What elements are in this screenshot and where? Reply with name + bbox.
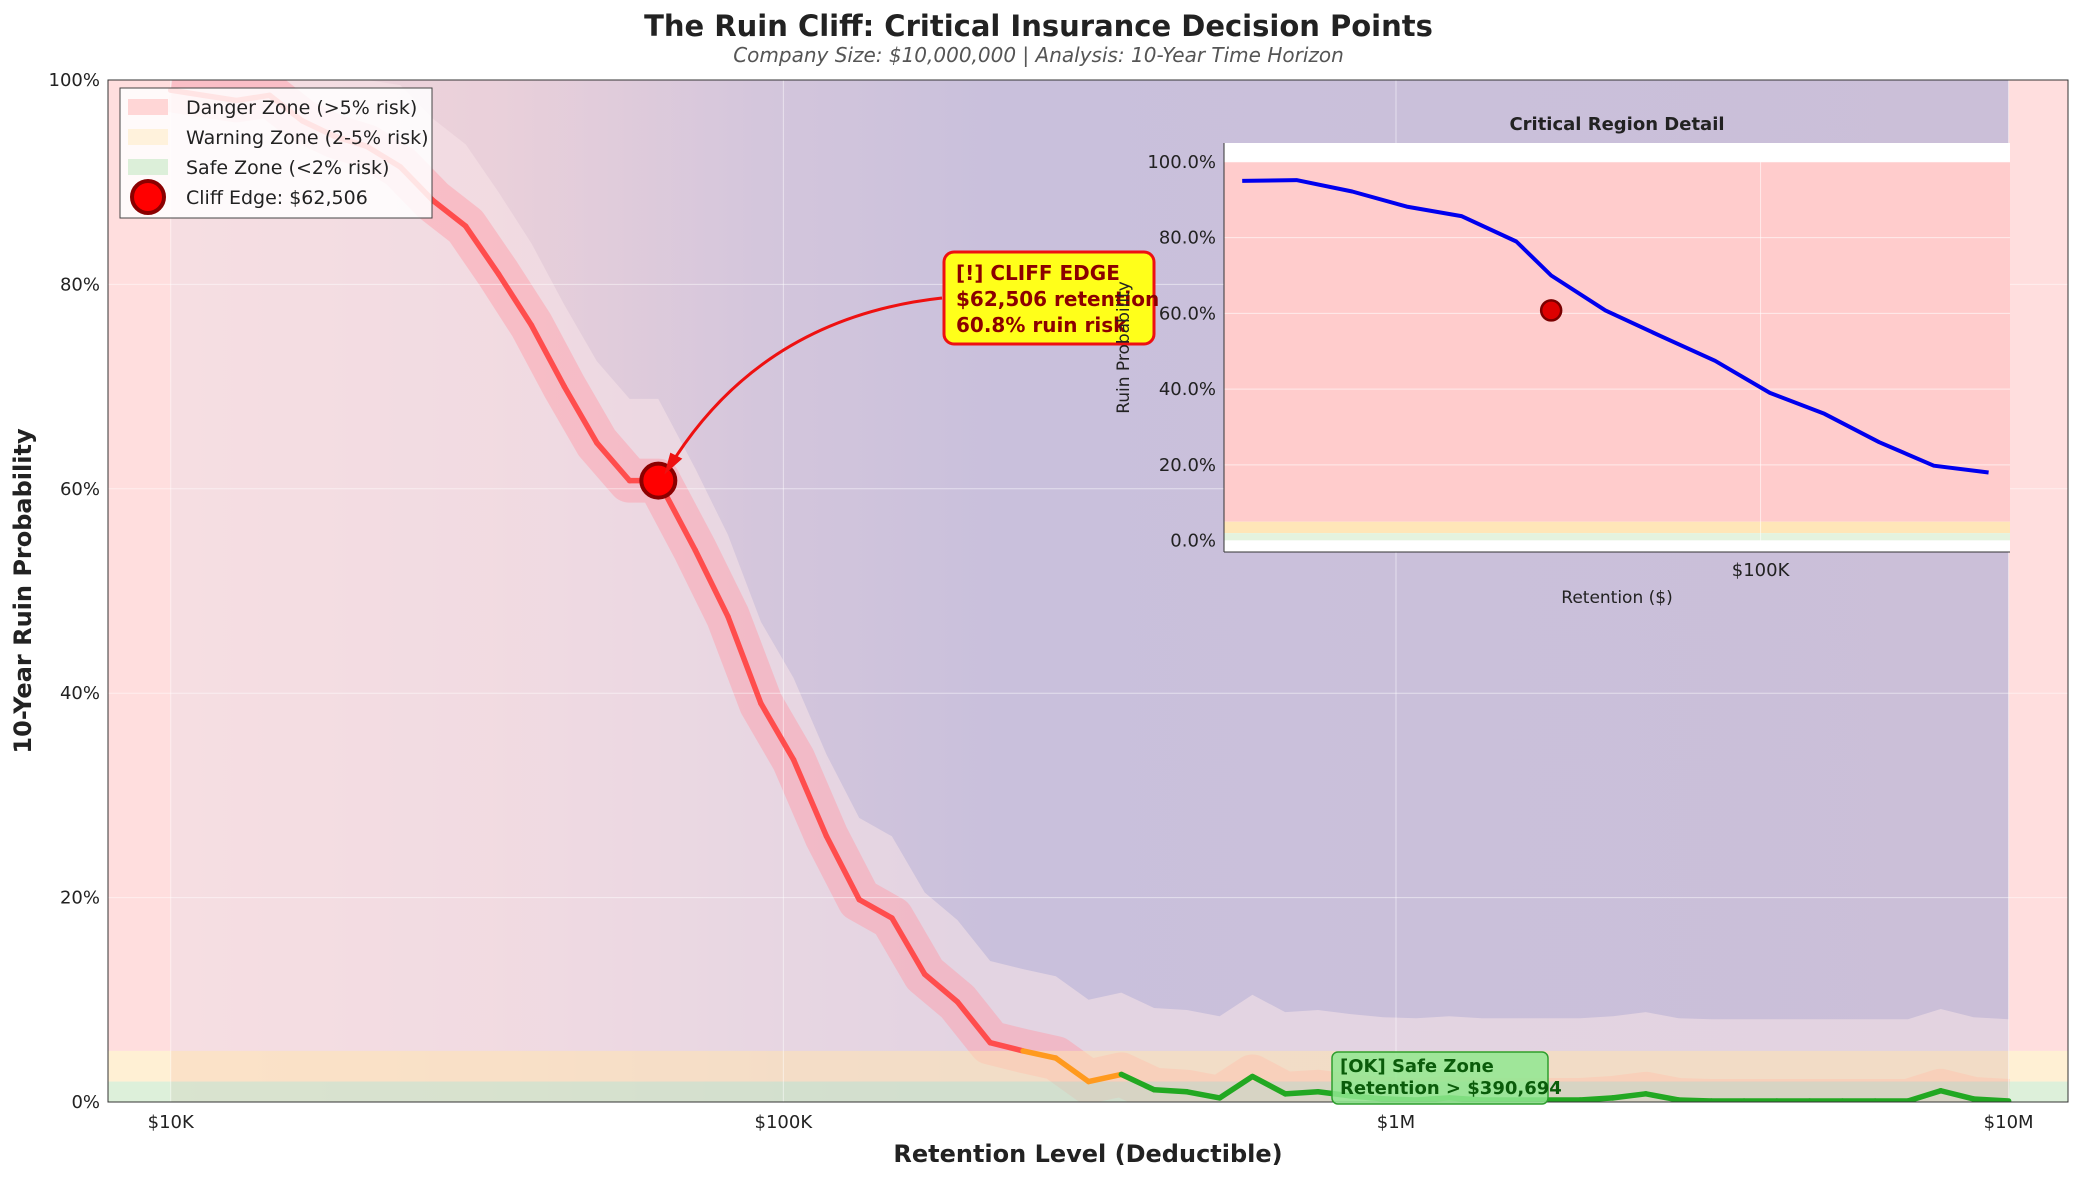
safe-callout-box [1331, 1051, 1549, 1105]
inset-x-tick-label: $100K [1732, 560, 1791, 581]
curve-segment [1053, 1055, 1092, 1085]
curve-segment [1937, 1088, 1977, 1102]
inset-x-label: Retention ($) [1561, 588, 1672, 608]
callout-line: $62,506 retention [956, 287, 1159, 311]
curve-segment [856, 896, 895, 921]
inset-danger-band [1224, 161, 2010, 522]
curve-segment [1151, 1086, 1190, 1095]
inset-panel: 0.0% 20.0% 40.0% 60.0% 80.0% 100.0% $100K Criti… [1114, 114, 2010, 608]
y-tick-label: 80% [60, 274, 100, 295]
y-tick-label: 40% [60, 683, 100, 704]
curve-segment [1577, 1095, 1616, 1102]
inset-warning-band [1224, 521, 2010, 534]
legend-entry-label: Danger Zone (>5% risk) [186, 97, 417, 119]
x-tick-label: $100K [755, 1112, 814, 1133]
curve-segment [561, 383, 600, 446]
curve-segment [1216, 1073, 1256, 1101]
x-tick-label: $10K [148, 1112, 195, 1133]
curve-segment [725, 613, 764, 707]
curve-segment [430, 197, 469, 229]
legend-swatch [128, 129, 168, 145]
plot-frame [107, 79, 2069, 1103]
curve-segment [954, 999, 993, 1046]
curve-segment [987, 1039, 1026, 1054]
curve-segment [1118, 1071, 1157, 1093]
y-tick-label: 20% [60, 888, 100, 909]
curve-segment [462, 223, 502, 277]
callout-arrowhead [664, 452, 683, 475]
legend-swatch [128, 159, 168, 175]
curve-segment [823, 833, 862, 903]
safe-callout-line: [OK] Safe Zone [1340, 1056, 1494, 1077]
curve-segment [1610, 1091, 1649, 1101]
callout-line: 60.8% ruin risk [956, 313, 1127, 337]
x-axis-label: Retention Level (Deductible) [893, 1140, 1282, 1168]
curve-segment [1249, 1073, 1288, 1097]
safe-zone-band [108, 1081, 2068, 1102]
legend-marker-cliff-edge [130, 179, 166, 215]
safe-callout-line: Retention > $390,694 [1340, 1078, 1562, 1099]
curve-segment [921, 971, 961, 1005]
inset-cliff-marker [1539, 299, 1563, 322]
y-tick-label: 0% [71, 1092, 100, 1113]
curve-segment [528, 322, 568, 390]
curve-segment [1905, 1088, 1944, 1102]
warning-zone-band [108, 1050, 2068, 1082]
curve-segment [758, 700, 797, 763]
inset-safe-band [1224, 533, 2010, 541]
curve-segment [1184, 1089, 1223, 1101]
legend-entry-label: Cliff Edge: $62,506 [186, 187, 368, 209]
inset-curve [1242, 178, 1989, 475]
tick-labels: 0% 20% 40% 60% 80% 100% $10K $100K $1M $10M [49, 70, 2034, 1133]
chart-subtitle: Company Size: $10,000,000 | Analysis: 10… [733, 43, 1344, 67]
lower-shading [170, 80, 2009, 1102]
inset-y-tick-label: 100.0% [1147, 152, 1216, 173]
curve-segment [1643, 1091, 1682, 1102]
curve-segment [1675, 1097, 1715, 1102]
callout-line: [!] CLIFF EDGE [956, 261, 1120, 285]
legend-box [119, 87, 433, 219]
y-tick-label: 100% [49, 70, 100, 91]
inset-y-tick-label: 40.0% [1159, 379, 1216, 400]
curve-segment [1282, 1089, 1321, 1097]
legend-entry-label: Safe Zone (<2% risk) [186, 157, 389, 179]
curve-segment [1020, 1048, 1059, 1061]
chart-title: The Ruin Cliff: Critical Insurance Decis… [644, 9, 1433, 43]
legend-entry-label: Warning Zone (2-5% risk) [186, 127, 429, 149]
legend-swatch [128, 99, 168, 115]
curve-segment [594, 440, 633, 484]
inset-y-label: Ruin Probability [1114, 281, 1134, 414]
x-tick-label: $1M [1377, 1112, 1415, 1133]
curve-segment [692, 547, 731, 620]
inset-title: Critical Region Detail [1509, 114, 1724, 135]
curve-segment [495, 271, 535, 329]
inset-y-tick-label: 80.0% [1159, 228, 1216, 249]
curve-segment [889, 915, 928, 977]
x-tick-label: $10M [1984, 1112, 2034, 1133]
callout-box [942, 250, 1156, 346]
inset-y-tick-label: 60.0% [1159, 303, 1216, 324]
inset-y-tick-label: 20.0% [1159, 455, 1216, 476]
curve-segment [1085, 1071, 1125, 1085]
legend: Danger Zone (>5% risk) Warning Zone (2-5%… [119, 87, 433, 219]
curve-segment [790, 756, 830, 840]
y-tick-label: 60% [60, 479, 100, 500]
curve-segment [1970, 1096, 2012, 1102]
callout-arrow [667, 296, 943, 470]
inset-y-tick-label: 0.0% [1170, 531, 1216, 552]
y-axis-label: 10-Year Ruin Probability [9, 428, 37, 754]
